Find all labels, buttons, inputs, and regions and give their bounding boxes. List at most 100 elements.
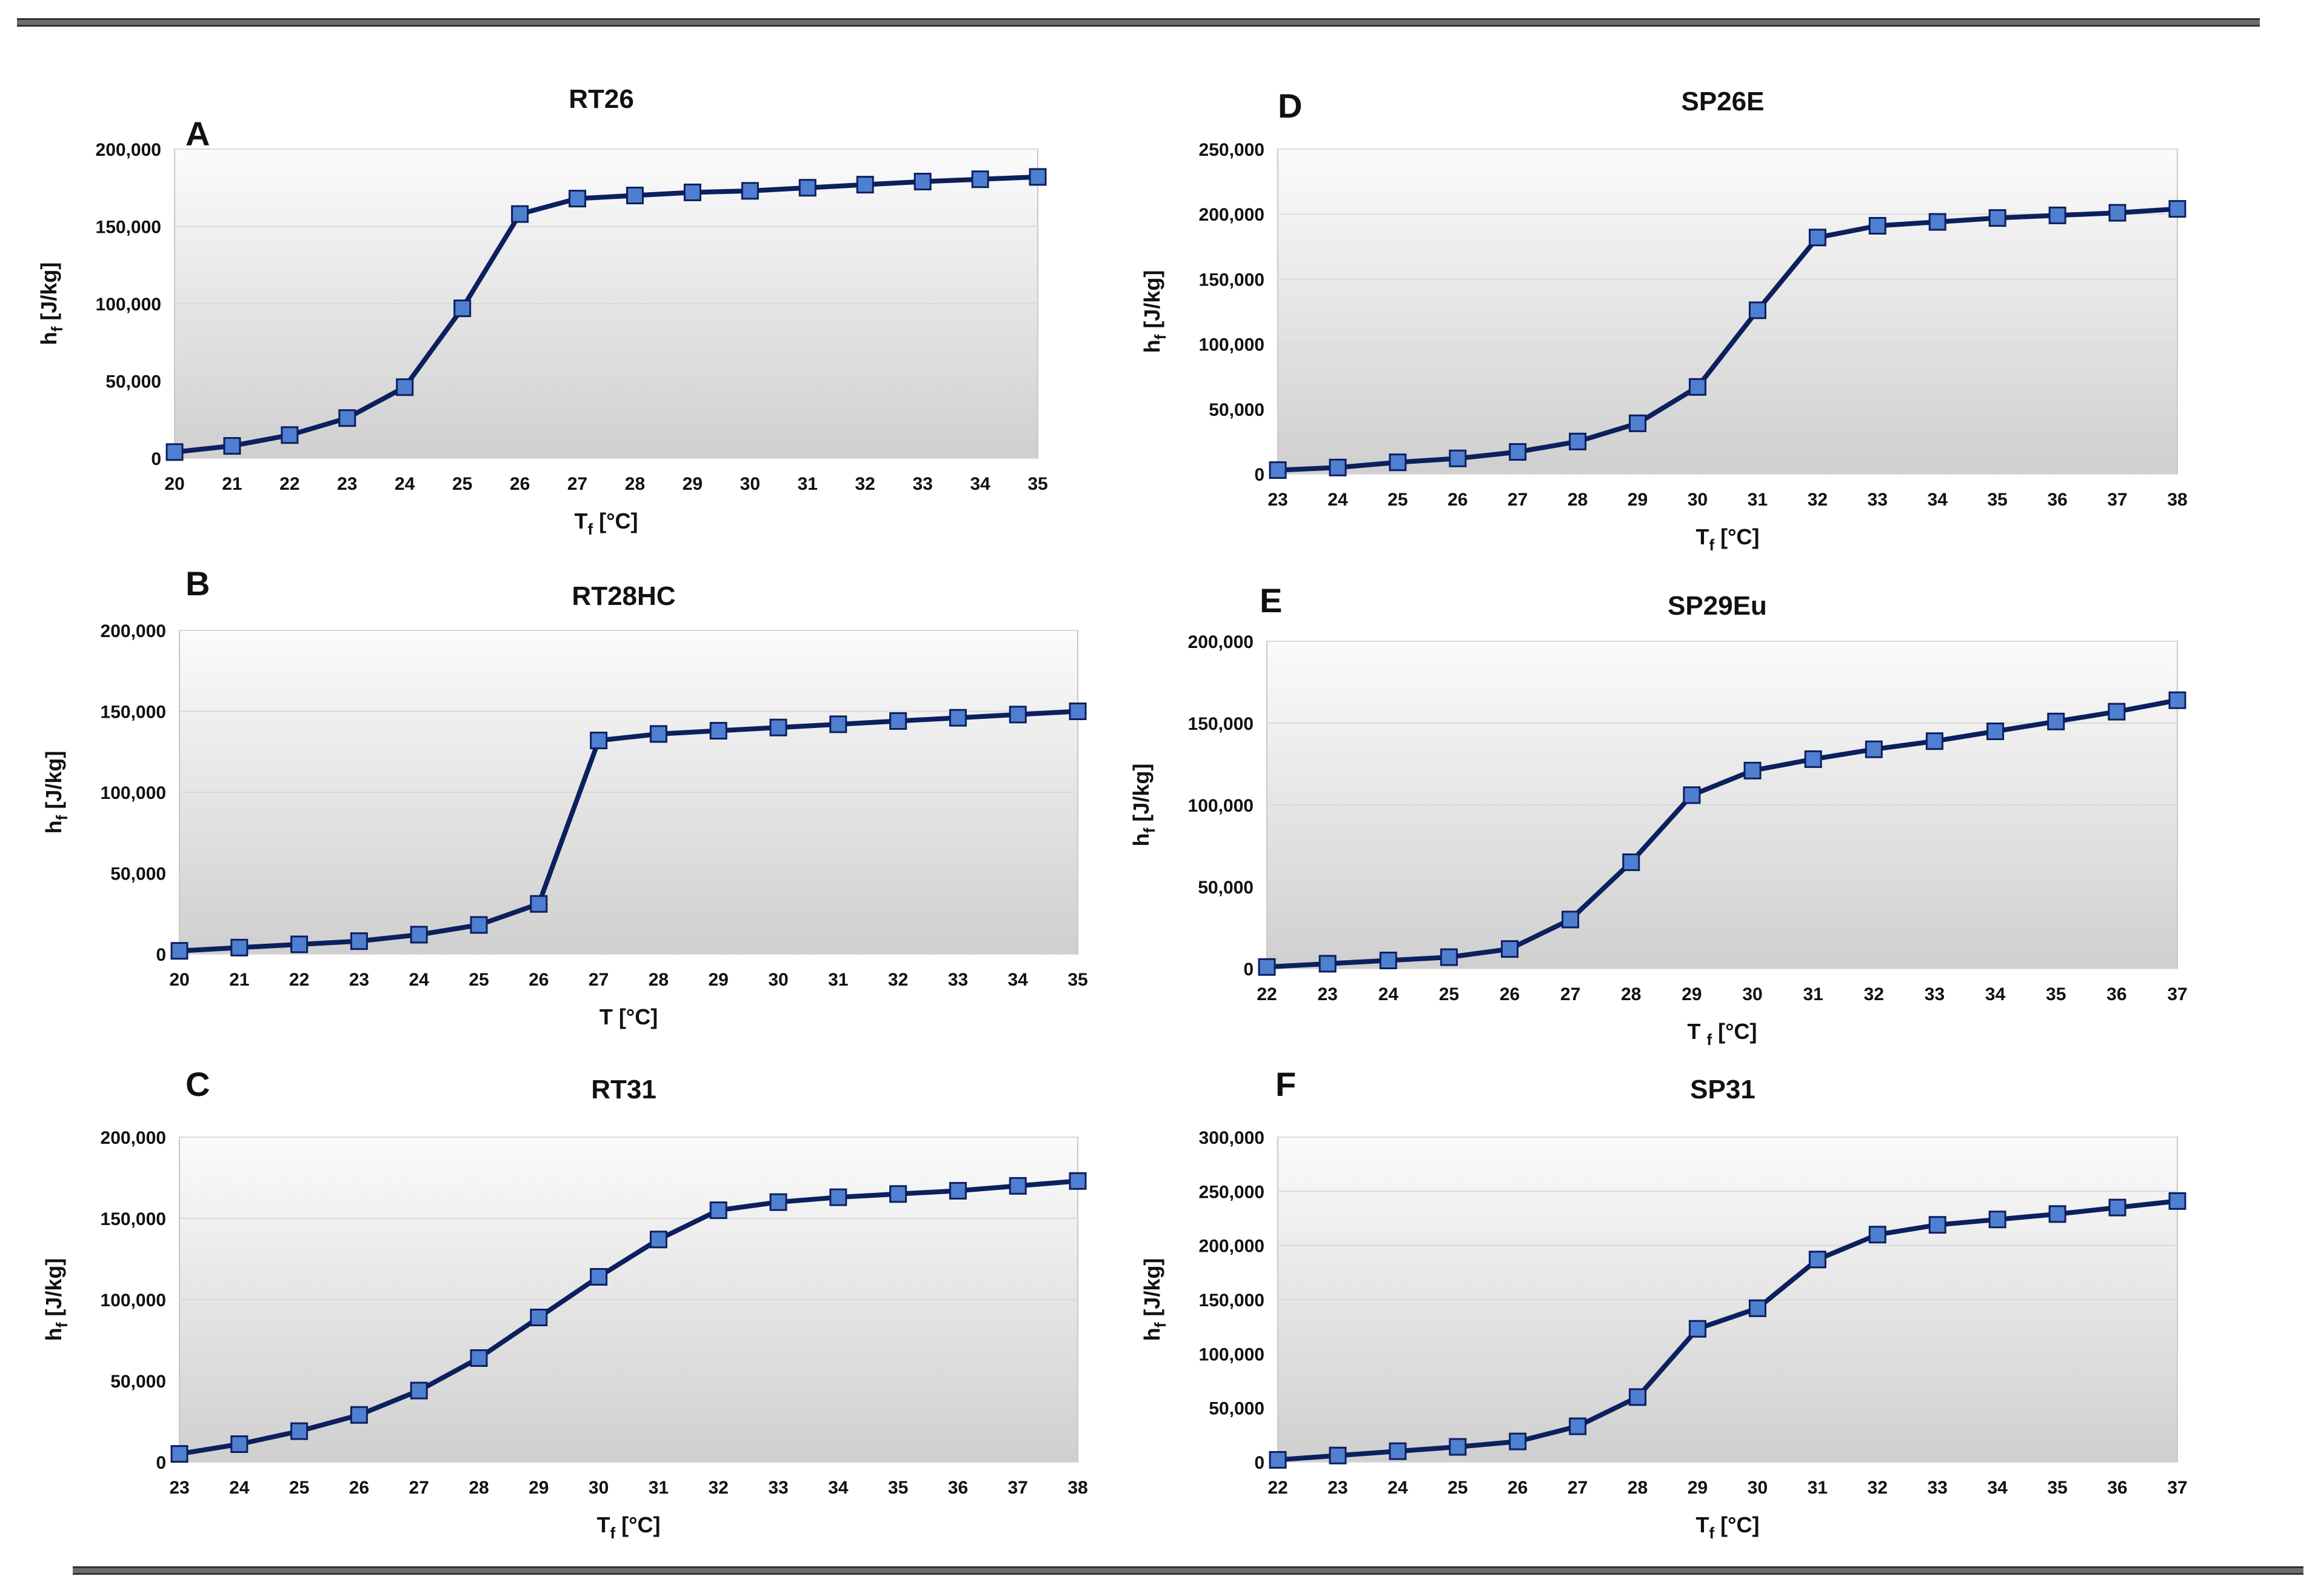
chart-b-x-tick-label: 27 bbox=[589, 970, 609, 990]
chart-e-data-point bbox=[2108, 703, 2126, 721]
chart-e-data-point bbox=[1561, 910, 1580, 929]
chart-f-y-tick-label: 150,000 bbox=[1199, 1290, 1264, 1311]
chart-d-x-tick-label: 32 bbox=[1808, 490, 1828, 510]
chart-b-series-line bbox=[179, 709, 1078, 953]
chart-a-x-tick-label: 33 bbox=[912, 474, 932, 494]
chart-c-x-tick-label: 36 bbox=[948, 1478, 968, 1498]
chart-a-data-point bbox=[569, 190, 587, 208]
chart-b-y-axis-label: hf [J/kg] bbox=[41, 751, 71, 834]
chart-e-x-tick-label: 24 bbox=[1378, 984, 1399, 1004]
chart-d-y-axis-label: hf [J/kg] bbox=[1140, 270, 1169, 353]
chart-f-y-axis-label: hf [J/kg] bbox=[1140, 1258, 1169, 1341]
chart-d-x-tick-label: 28 bbox=[1568, 490, 1588, 510]
chart-a-x-tick-label: 28 bbox=[625, 474, 645, 494]
chart-a-y-tick-label: 100,000 bbox=[96, 295, 161, 315]
chart-f-x-tick-label: 33 bbox=[1928, 1478, 1948, 1498]
chart-b-data-point bbox=[889, 712, 907, 730]
chart-f-data-point bbox=[1988, 1210, 2006, 1229]
chart-e-x-tick-label: 36 bbox=[2106, 984, 2126, 1004]
chart-c-data-point bbox=[769, 1193, 787, 1211]
chart-f-data-point bbox=[1329, 1446, 1347, 1464]
chart-b-data-point bbox=[290, 935, 309, 953]
chart-e-x-tick-label: 31 bbox=[1803, 984, 1823, 1004]
chart-b-data-point bbox=[709, 722, 727, 740]
chart-a-x-tick-label: 20 bbox=[164, 474, 184, 494]
chart-f-y-tick-label: 50,000 bbox=[1209, 1399, 1264, 1419]
chart-d-x-axis-label: Tf [°C] bbox=[1695, 524, 1759, 554]
chart-c-y-axis-label: hf [J/kg] bbox=[41, 1258, 71, 1341]
chart-f-x-tick-label: 28 bbox=[1628, 1478, 1648, 1498]
chart-b-data-point bbox=[230, 938, 249, 957]
chart-b-x-tick-label: 35 bbox=[1067, 970, 1087, 990]
chart-d-x-tick-label: 25 bbox=[1388, 490, 1408, 510]
chart-e-data-point bbox=[1925, 732, 1943, 750]
chart-e-x-tick-label: 23 bbox=[1317, 984, 1337, 1004]
chart-b-x-axis-label: T [°C] bbox=[600, 1004, 658, 1029]
chart-f-panel-letter: F bbox=[1275, 1065, 1296, 1103]
chart-b-data-point bbox=[1009, 706, 1027, 724]
chart-b-x-tick-label: 26 bbox=[529, 970, 549, 990]
top-rule bbox=[17, 18, 2260, 27]
chart-f-x-tick-label: 26 bbox=[1508, 1478, 1528, 1498]
chart-a-x-axis-label: Tf [°C] bbox=[574, 509, 638, 538]
chart-e-x-tick-label: 30 bbox=[1742, 984, 1762, 1004]
chart-d-data-point bbox=[1928, 213, 1946, 231]
chart-b-data-point bbox=[949, 709, 967, 727]
chart-a-x-tick-label: 22 bbox=[279, 474, 299, 494]
chart-a-x-tick-label: 32 bbox=[855, 474, 875, 494]
chart-f-data-point bbox=[1808, 1250, 1826, 1269]
chart-d-data-point bbox=[1389, 453, 1407, 472]
chart-b-data-point bbox=[829, 715, 847, 733]
chart-e-data-point bbox=[2168, 691, 2186, 709]
chart-f-data-point bbox=[2168, 1192, 2186, 1210]
chart-f-title: SP31 bbox=[1690, 1075, 1755, 1104]
chart-a-x-tick-label: 29 bbox=[683, 474, 703, 494]
chart-a-data-point bbox=[914, 173, 932, 191]
chart-e-title: SP29Eu bbox=[1668, 591, 1767, 621]
chart-e-y-axis-label: hf [J/kg] bbox=[1129, 764, 1158, 847]
chart-a-panel-letter: A bbox=[185, 115, 210, 153]
chart-d-x-tick-label: 29 bbox=[1628, 490, 1648, 510]
chart-f-y-tick-label: 100,000 bbox=[1199, 1344, 1264, 1364]
chart-d-y-tick-label: 0 bbox=[1254, 465, 1264, 485]
chart-b-data-point bbox=[530, 895, 548, 913]
chart-c-y-tick-label: 200,000 bbox=[101, 1128, 166, 1148]
chart-e-data-point bbox=[1258, 958, 1276, 976]
chart-f-data-point bbox=[1269, 1451, 1287, 1469]
chart-a-data-point bbox=[683, 183, 701, 201]
chart-e-x-tick-label: 27 bbox=[1560, 984, 1580, 1004]
chart-d-data-point bbox=[1748, 301, 1766, 319]
chart-c-x-tick-label: 24 bbox=[229, 1478, 250, 1498]
chart-c-y-tick-label: 50,000 bbox=[110, 1372, 166, 1392]
chart-f-y-tick-label: 200,000 bbox=[1199, 1237, 1264, 1257]
chart-d-y-tick-label: 100,000 bbox=[1199, 335, 1264, 355]
chart-c-data-point bbox=[290, 1422, 309, 1440]
chart-e-y-tick-label: 200,000 bbox=[1188, 632, 1254, 652]
chart-b-x-tick-label: 20 bbox=[169, 970, 189, 990]
chart-e-data-point bbox=[1743, 761, 1762, 780]
chart-b-x-tick-label: 25 bbox=[469, 970, 489, 990]
chart-e-x-tick-label: 22 bbox=[1257, 984, 1277, 1004]
chart-c-data-point bbox=[1009, 1177, 1027, 1195]
chart-c-data-point bbox=[470, 1349, 488, 1367]
chart-f-data-point bbox=[1928, 1216, 1946, 1234]
chart-f-x-tick-label: 30 bbox=[1748, 1478, 1768, 1498]
chart-c-title: RT31 bbox=[591, 1075, 656, 1104]
chart-e-x-tick-label: 34 bbox=[1985, 984, 2006, 1004]
chart-f-data-point bbox=[2108, 1198, 2126, 1217]
chart-d-y-tick-label: 150,000 bbox=[1199, 270, 1264, 290]
chart-a-data-point bbox=[971, 170, 989, 189]
chart-e-x-tick-label: 26 bbox=[1500, 984, 1520, 1004]
chart-a-x-tick-label: 23 bbox=[337, 474, 357, 494]
chart-f-data-point bbox=[1748, 1299, 1766, 1317]
chart-e-data-point bbox=[1986, 723, 2005, 740]
chart-d-x-tick-label: 26 bbox=[1448, 490, 1468, 510]
chart-c-x-tick-label: 27 bbox=[409, 1478, 429, 1498]
chart-d-y-tick-label: 200,000 bbox=[1199, 205, 1264, 225]
chart-f-x-tick-label: 22 bbox=[1268, 1478, 1288, 1498]
chart-a-x-tick-label: 27 bbox=[567, 474, 587, 494]
chart-f-series-line bbox=[1277, 1198, 2178, 1463]
chart-f-data-point bbox=[1629, 1388, 1647, 1406]
chart-a-x-tick-label: 30 bbox=[740, 474, 760, 494]
chart-b-x-tick-label: 23 bbox=[349, 970, 369, 990]
